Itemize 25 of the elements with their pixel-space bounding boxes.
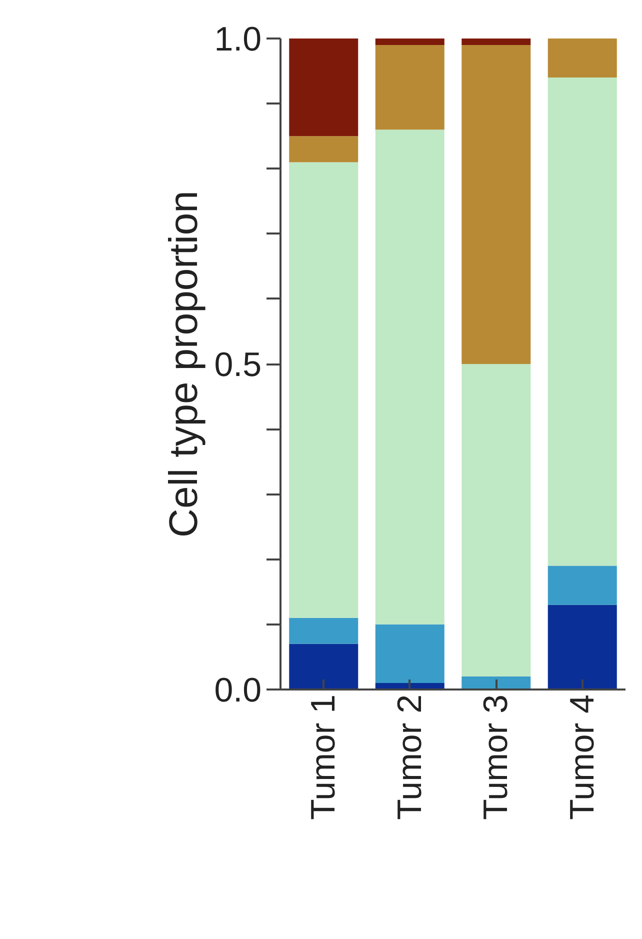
bar [375,130,444,624]
y-tick-label: 0.5 [214,346,262,384]
bar [289,644,358,690]
x-tick-label: Tumor 1 [304,694,343,820]
bar [548,566,617,605]
bar [548,604,617,690]
y-tick-label: 0.0 [214,672,262,710]
y-axis-title: Cell type proportion [162,190,206,538]
bar [375,38,444,46]
x-tick-label: Tumor 4 [563,694,602,820]
bar [462,38,531,46]
y-tick-label: 1.0 [214,20,262,58]
bar [375,624,444,683]
bar [462,45,531,364]
bar [548,38,617,78]
bar [289,162,358,618]
bar [548,78,617,566]
bar [289,38,358,136]
bar [462,676,531,690]
bar [289,618,358,644]
x-tick-label: Tumor 3 [477,694,516,820]
x-tick-label: Tumor 2 [390,694,429,820]
bar [462,364,531,676]
bar [289,136,358,162]
bar [375,45,444,130]
